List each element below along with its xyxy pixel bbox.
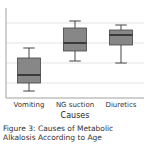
cap-high [23, 48, 35, 49]
cap-low [69, 61, 81, 62]
cap-low [23, 91, 35, 92]
chart: Vomiting NG suction Diuretics Causes Figure … [0, 0, 150, 150]
x-axis-label: Causes [61, 111, 90, 120]
x-tick-label: Diuretics [106, 101, 137, 109]
x-axis-line [6, 98, 144, 99]
caption: Figure 3: Causes of MetabolicAlkalosis A… [3, 124, 113, 142]
box [110, 30, 133, 45]
y-axis-line [6, 8, 7, 98]
whisker-high [121, 25, 122, 30]
whisker-low [121, 45, 122, 63]
median [64, 42, 87, 44]
cap-high [115, 25, 127, 26]
box [64, 28, 87, 51]
caption-line: Figure 3: Causes of Metabolic [3, 124, 113, 133]
whisker-low [29, 83, 30, 91]
whisker-high [75, 21, 76, 28]
whisker-low [75, 51, 76, 61]
cap-low [115, 63, 127, 64]
median [110, 34, 133, 36]
caption-line: Alkalosis According to Age [3, 133, 102, 142]
x-tick-label: Vomiting [14, 101, 45, 109]
whisker-high [29, 48, 30, 58]
median [18, 74, 41, 76]
box [18, 58, 41, 83]
x-tick-label: NG suction [56, 101, 94, 109]
boxes [18, 21, 133, 91]
cap-high [69, 21, 81, 22]
